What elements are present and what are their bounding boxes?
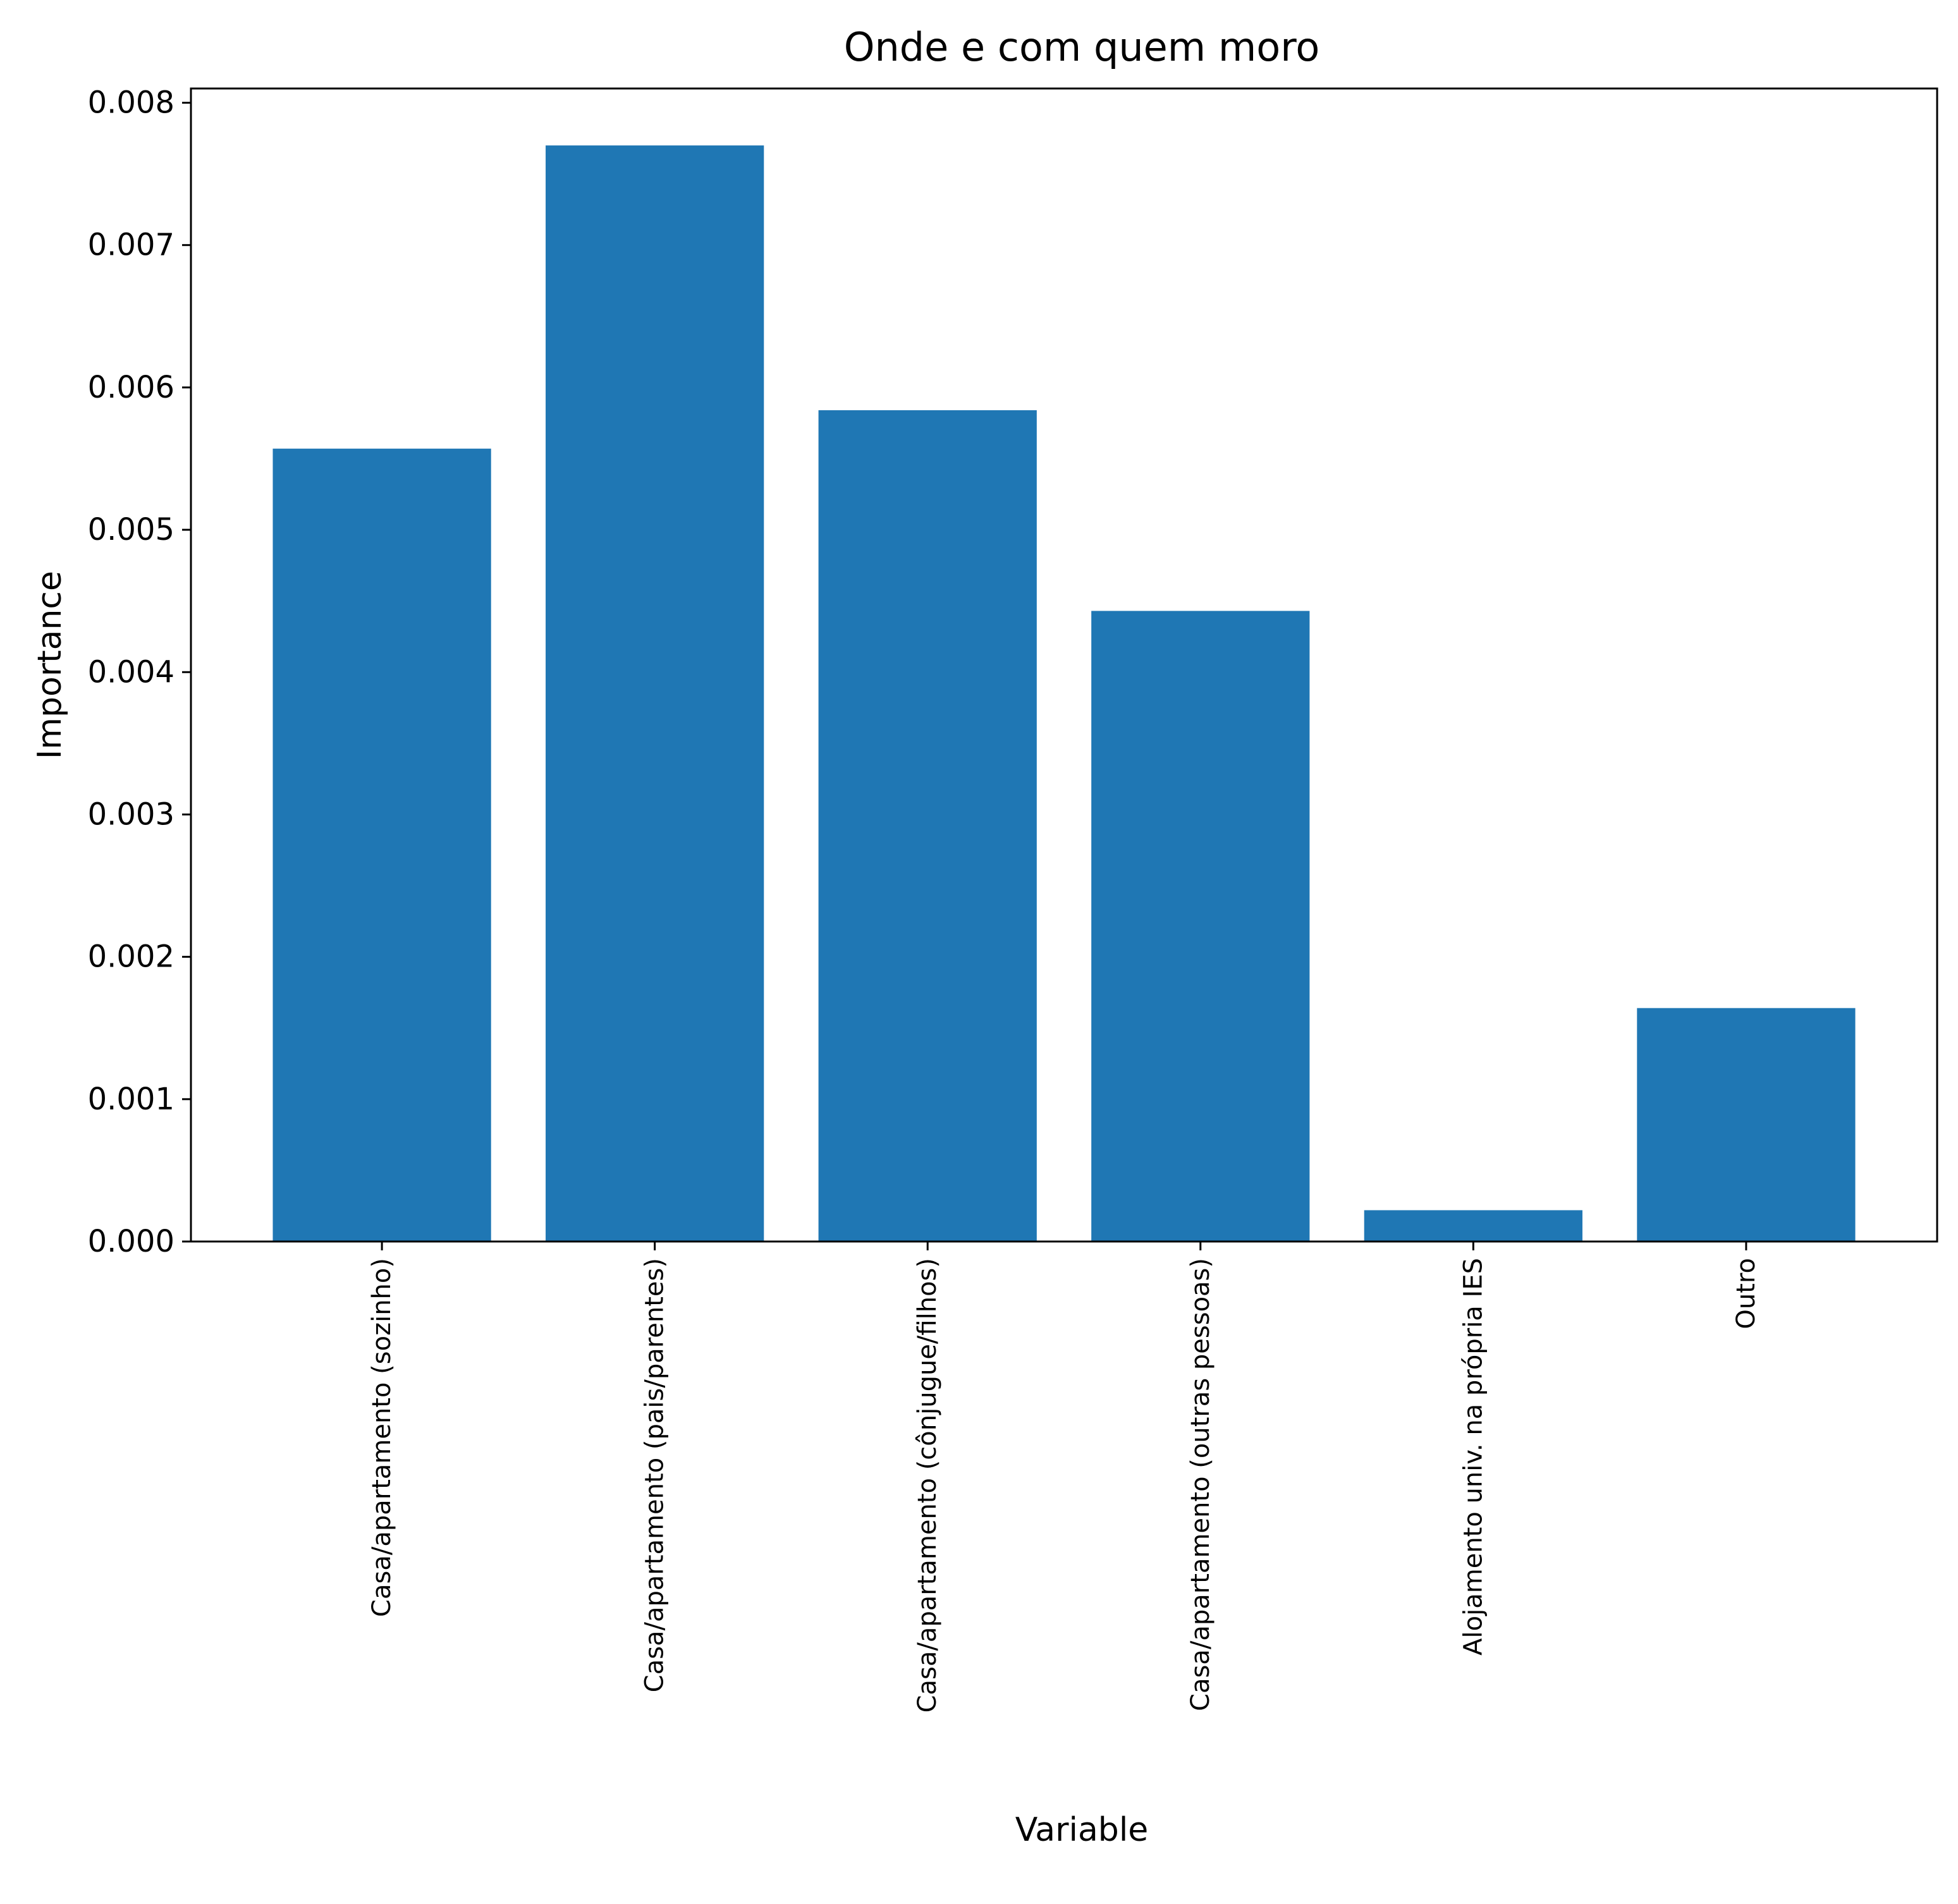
y-axis-label: Importance	[31, 571, 69, 759]
x-tick-label: Alojamento univ. na própria IES	[1459, 1258, 1488, 1656]
chart-title: Onde e com quem moro	[844, 24, 1320, 70]
y-tick-label: 0.002	[88, 939, 174, 975]
y-tick-label: 0.003	[88, 796, 174, 832]
y-tick-label: 0.004	[88, 654, 174, 690]
x-tick-label: Casa/apartamento (cônjugue/filhos)	[913, 1258, 942, 1712]
plot-frame	[190, 87, 1938, 1243]
y-tick-label: 0.000	[88, 1224, 174, 1259]
bar	[1364, 1210, 1582, 1242]
bar	[818, 410, 1037, 1242]
x-tick-label: Casa/apartamento (pais/parentes)	[640, 1258, 670, 1692]
x-axis: Casa/apartamento (sozinho) Casa/apartamen…	[367, 1242, 1761, 1712]
x-tick-label: Outro	[1732, 1258, 1761, 1329]
y-tick-label: 0.006	[88, 370, 174, 405]
y-axis: 0.000 0.001 0.002 0.003 0.004 0.005 0.006 0.007…	[88, 85, 191, 1259]
bar	[272, 448, 491, 1242]
y-tick-label: 0.005	[88, 512, 174, 547]
y-tick-label: 0.007	[88, 228, 174, 263]
bar	[1091, 611, 1310, 1242]
x-tick-label: Casa/apartamento (sozinho)	[367, 1258, 396, 1617]
bar	[1637, 1008, 1856, 1242]
bar	[546, 145, 764, 1242]
y-tick-label: 0.008	[88, 85, 174, 121]
bars-group	[272, 145, 1856, 1242]
x-tick-label: Casa/apartamento (outras pessoas)	[1186, 1258, 1215, 1711]
y-tick-label: 0.001	[88, 1082, 174, 1117]
x-axis-label: Variable	[1015, 1811, 1149, 1849]
